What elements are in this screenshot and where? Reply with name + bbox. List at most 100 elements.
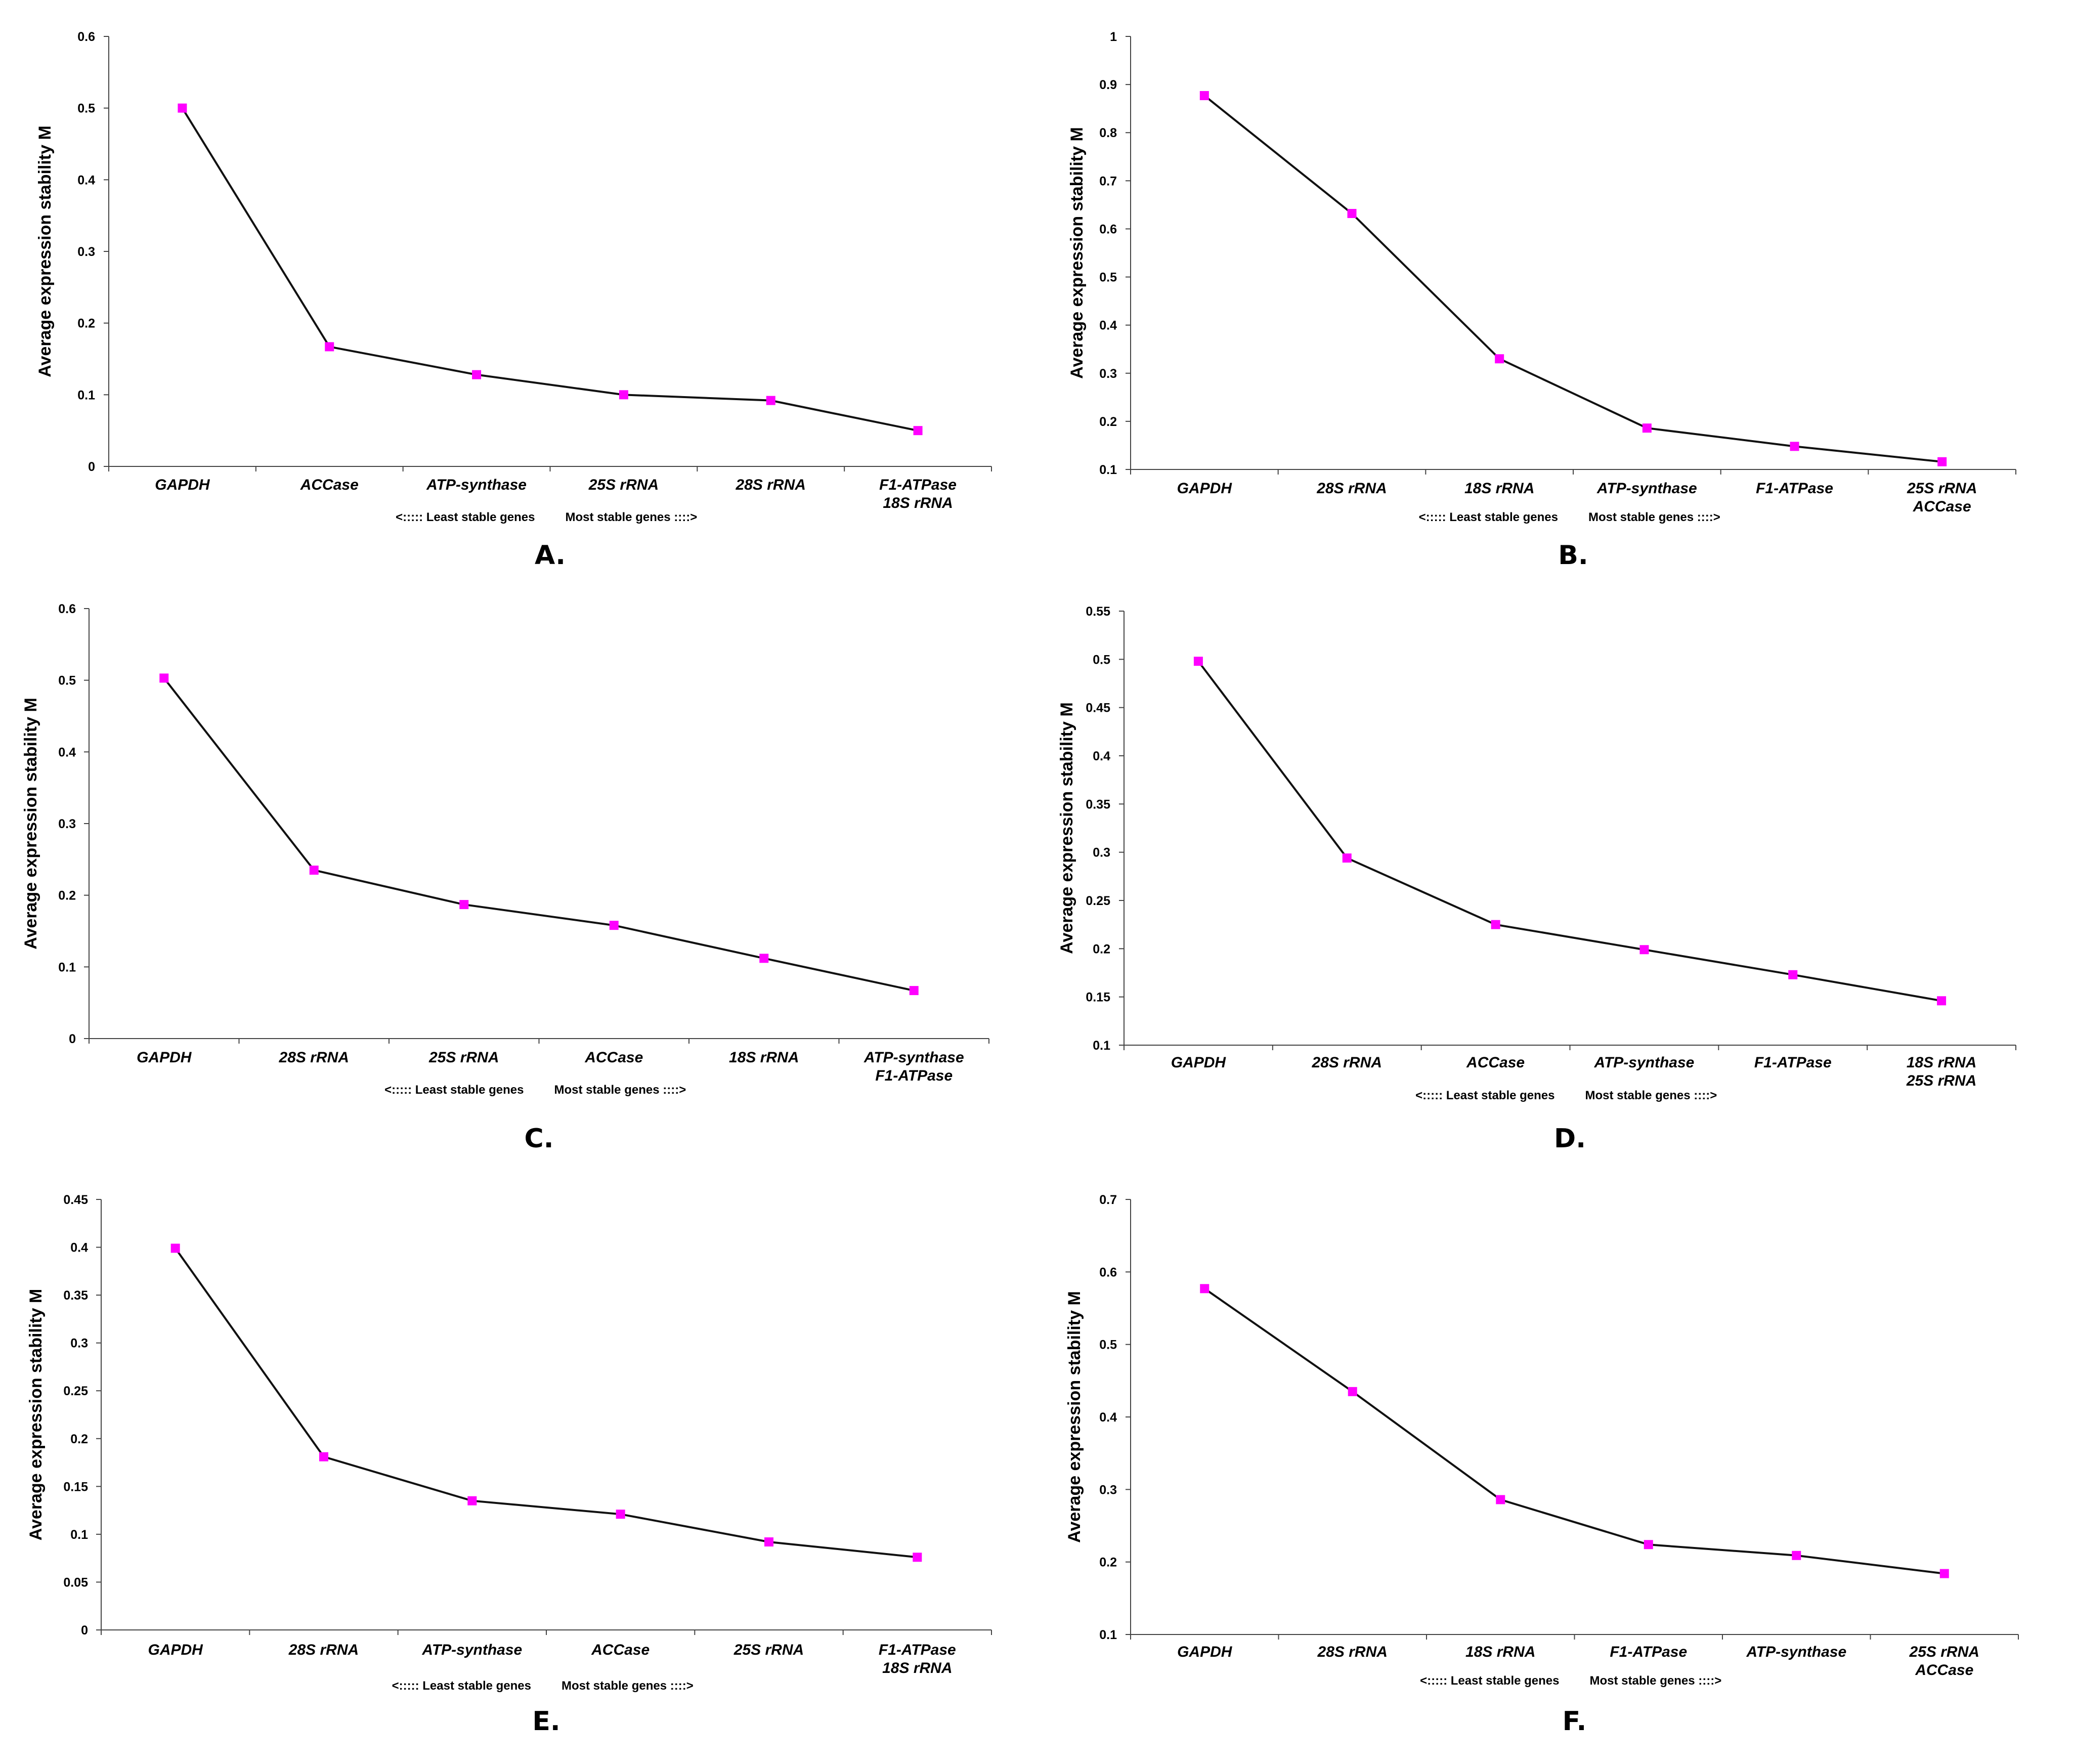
panel-f-data-point <box>1200 1284 1210 1294</box>
panel-d-series-line <box>1197 660 1942 1002</box>
panel-d-category-label: 25S rRNA <box>1906 1072 1976 1089</box>
panel-b-data-point <box>1495 354 1504 364</box>
panel-d-category-label: 28S rRNA <box>1312 1054 1382 1071</box>
panel-f-category-label: 25S rRNA <box>1909 1644 1979 1660</box>
panel-d-ytick-label: 0.25 <box>1086 894 1110 908</box>
panel-b-ytick-label: 0.6 <box>1099 222 1117 236</box>
panel-f-category-label: GAPDH <box>1177 1644 1233 1660</box>
panel-e-ytick-label: 0.2 <box>70 1432 88 1446</box>
panel-e-ytick-label: 0.4 <box>70 1241 88 1255</box>
panel-a-data-point <box>766 396 775 405</box>
panel-f-ytick-label: 0.2 <box>1099 1556 1117 1570</box>
panel-c-ytick-label: 0.6 <box>58 602 76 616</box>
panel-f-ytick-label: 0.6 <box>1099 1265 1117 1279</box>
panel-d-note-most-stable: Most stable genes ::::> <box>1585 1089 1717 1102</box>
panel-a-label: A. <box>535 540 566 571</box>
panel-e-data-point <box>913 1553 922 1562</box>
panel-d-data-point <box>1937 996 1947 1006</box>
panel-b-y-axis-title: Average expression stability M <box>1067 127 1087 379</box>
panel-b-ytick-label: 0.3 <box>1099 367 1117 381</box>
panel-b-data-point <box>1199 91 1209 100</box>
panel-e-data-point <box>616 1510 625 1519</box>
panel-e-note-least-stable: <::::: Least stable genes <box>392 1679 531 1693</box>
panel-b-category-label: ACCase <box>1913 498 1971 515</box>
panel-f-ytick-label: 0.5 <box>1099 1338 1117 1352</box>
panel-e-category-label: 28S rRNA <box>288 1642 359 1658</box>
panel-d-data-point <box>1342 853 1352 863</box>
panel-b-ytick-label: 0.5 <box>1099 271 1117 285</box>
panel-f-note-most-stable: Most stable genes ::::> <box>1590 1674 1722 1688</box>
panel-c-ytick-label: 0 <box>69 1032 76 1046</box>
panel-e-data-point <box>764 1537 773 1547</box>
panel-a-series-line <box>181 107 918 432</box>
panel-e: 0 0.05 0.1 0.15 0.2 0.25 0.3 0.35 0.4 0.45 GAPDH 28… <box>26 1193 992 1737</box>
panel-d-label: D. <box>1554 1124 1586 1154</box>
panel-b-ytick-label: 0.1 <box>1099 463 1117 477</box>
panel-b-ytick-label: 0.7 <box>1099 174 1117 188</box>
panel-b-category-label: 18S rRNA <box>1464 480 1534 497</box>
panel-f: 0.1 0.2 0.3 0.4 0.5 0.6 0.7 GAPDH 28S rRNA 18S rR… <box>1065 1193 2019 1737</box>
panel-a-ytick-label: 0.3 <box>77 245 95 259</box>
panel-d-ytick-label: 0.45 <box>1086 701 1110 715</box>
panel-c-category-label: 28S rRNA <box>279 1049 349 1066</box>
panel-c-y-axis-title: Average expression stability M <box>21 698 40 950</box>
panel-e-ytick-label: 0.35 <box>63 1288 88 1303</box>
panel-f-data-point <box>1496 1495 1505 1504</box>
panel-e-data-point <box>319 1452 328 1461</box>
panel-a-note-most-stable: Most stable genes ::::> <box>566 510 698 524</box>
panel-a-category-label: GAPDH <box>155 477 210 493</box>
panel-e-note-most-stable: Most stable genes ::::> <box>562 1679 694 1693</box>
panel-a-ytick-label: 0.6 <box>77 30 95 44</box>
panel-d-ytick-label: 0.5 <box>1093 653 1110 667</box>
panel-c-category-label: GAPDH <box>137 1049 192 1066</box>
panel-e-category-label: 18S rRNA <box>882 1660 952 1676</box>
panel-c-ytick-label: 0.5 <box>58 674 76 688</box>
panel-b: 0.1 0.2 0.3 0.4 0.5 0.6 0.7 0.8 0.9 1 GAPDH 28S rRN… <box>1067 30 2016 571</box>
panel-e-category-label: F1-ATPase <box>879 1642 956 1658</box>
panel-d-data-point <box>1639 945 1649 955</box>
panel-d-ytick-label: 0.15 <box>1086 991 1110 1005</box>
panel-a-data-point <box>472 370 482 379</box>
panel-e-label: E. <box>532 1706 560 1737</box>
panel-a-data-point <box>325 342 334 352</box>
panel-d-ytick-label: 0.35 <box>1086 797 1110 811</box>
panel-a-data-point <box>619 390 628 400</box>
panel-b-category-label: F1-ATPase <box>1756 480 1833 497</box>
panel-b-category-label: ATP-synthase <box>1596 480 1697 497</box>
panel-d-category-label: ATP-synthase <box>1594 1054 1695 1071</box>
panel-a-category-label: 28S rRNA <box>736 477 806 493</box>
panel-f-data-point <box>1939 1569 1949 1578</box>
panel-a-ytick-label: 0.5 <box>77 102 95 116</box>
panel-e-ytick-label: 0.3 <box>70 1337 88 1351</box>
panel-b-note-least-stable: <::::: Least stable genes <box>1419 510 1558 524</box>
panel-b-category-label: 25S rRNA <box>1907 480 1977 497</box>
panel-b-data-point <box>1937 457 1947 466</box>
panel-c-ytick-label: 0.3 <box>58 817 76 831</box>
panel-d-ytick-label: 0.3 <box>1093 846 1110 860</box>
panel-d-category-label: F1-ATPase <box>1754 1054 1832 1071</box>
panel-b-series-line <box>1203 95 1942 463</box>
panel-d-y-axis-title: Average expression stability M <box>1057 702 1076 954</box>
panel-f-label: F. <box>1563 1706 1587 1737</box>
panel-f-category-label: 28S rRNA <box>1317 1644 1388 1660</box>
panel-f-series-line <box>1204 1287 1945 1575</box>
panel-f-category-label: ATP-synthase <box>1746 1644 1846 1660</box>
panel-a-category-label: 25S rRNA <box>588 477 659 493</box>
panel-c-note-most-stable: Most stable genes ::::> <box>554 1083 686 1097</box>
panel-d-data-point <box>1491 920 1500 929</box>
panel-e-category-label: GAPDH <box>148 1642 203 1658</box>
panel-a-ytick-label: 0.4 <box>77 173 95 187</box>
panel-f-category-label: F1-ATPase <box>1610 1644 1687 1660</box>
panel-e-category-label: ACCase <box>591 1642 650 1658</box>
panel-c-data-point <box>759 954 769 963</box>
panel-e-data-point <box>170 1243 180 1253</box>
panel-e-category-label: ATP-synthase <box>421 1642 522 1658</box>
panel-c-data-point <box>459 900 469 910</box>
panel-a-category-label: ATP-synthase <box>426 477 527 493</box>
panel-b-data-point <box>1790 442 1799 451</box>
panel-f-ytick-label: 0.1 <box>1099 1628 1117 1642</box>
panel-d-ytick-label: 0.1 <box>1093 1039 1110 1053</box>
panel-d-ytick-label: 0.2 <box>1093 942 1110 956</box>
panel-b-ytick-label: 0.2 <box>1099 415 1117 429</box>
